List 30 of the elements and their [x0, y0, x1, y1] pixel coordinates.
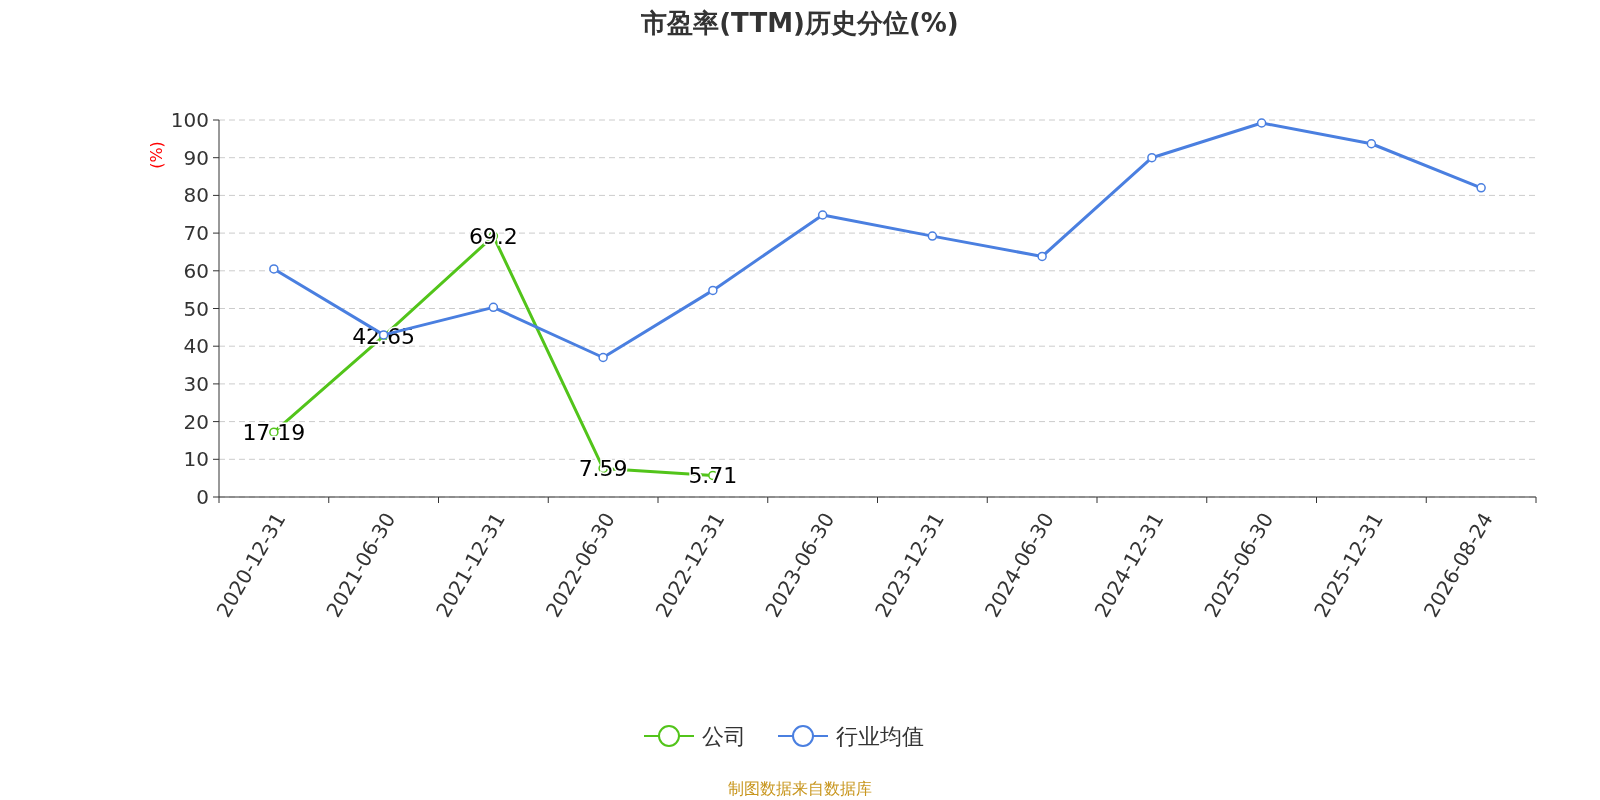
point — [598, 352, 608, 363]
data-label: 7.59 — [578, 456, 628, 482]
point — [708, 285, 718, 296]
y-tick-label: 50 — [183, 296, 209, 321]
point — [1147, 152, 1157, 163]
point — [1476, 183, 1486, 193]
legend-label: 行业均值 — [836, 724, 924, 749]
data-label: 5.71 — [688, 463, 738, 489]
point — [927, 231, 938, 241]
y-tick-label: 0 — [196, 485, 209, 509]
data-label: 17.19 — [242, 420, 306, 446]
y-tick-label: 20 — [183, 409, 209, 434]
y-tick-label: 40 — [183, 334, 209, 359]
y-tick-label: 70 — [183, 221, 209, 246]
point — [817, 210, 828, 220]
y-tick-label: 60 — [183, 258, 209, 283]
legend-label: 公司 — [702, 724, 746, 749]
y-tick-label: 90 — [183, 145, 209, 170]
point — [1256, 118, 1267, 128]
text: 制图数据来自数据库 — [728, 779, 872, 798]
point — [1366, 139, 1377, 149]
point — [269, 264, 279, 274]
point — [488, 302, 499, 313]
point — [1037, 251, 1047, 262]
y-tick-label: 80 — [183, 183, 209, 208]
y-tick-label: 30 — [183, 371, 209, 396]
y-tick-label: 10 — [183, 447, 209, 472]
y-tick-label: 100 — [170, 108, 209, 132]
y-axis-title: (%) — [147, 141, 166, 169]
chart-title: 市盈率(TTM)历史分位(%) — [640, 8, 959, 38]
